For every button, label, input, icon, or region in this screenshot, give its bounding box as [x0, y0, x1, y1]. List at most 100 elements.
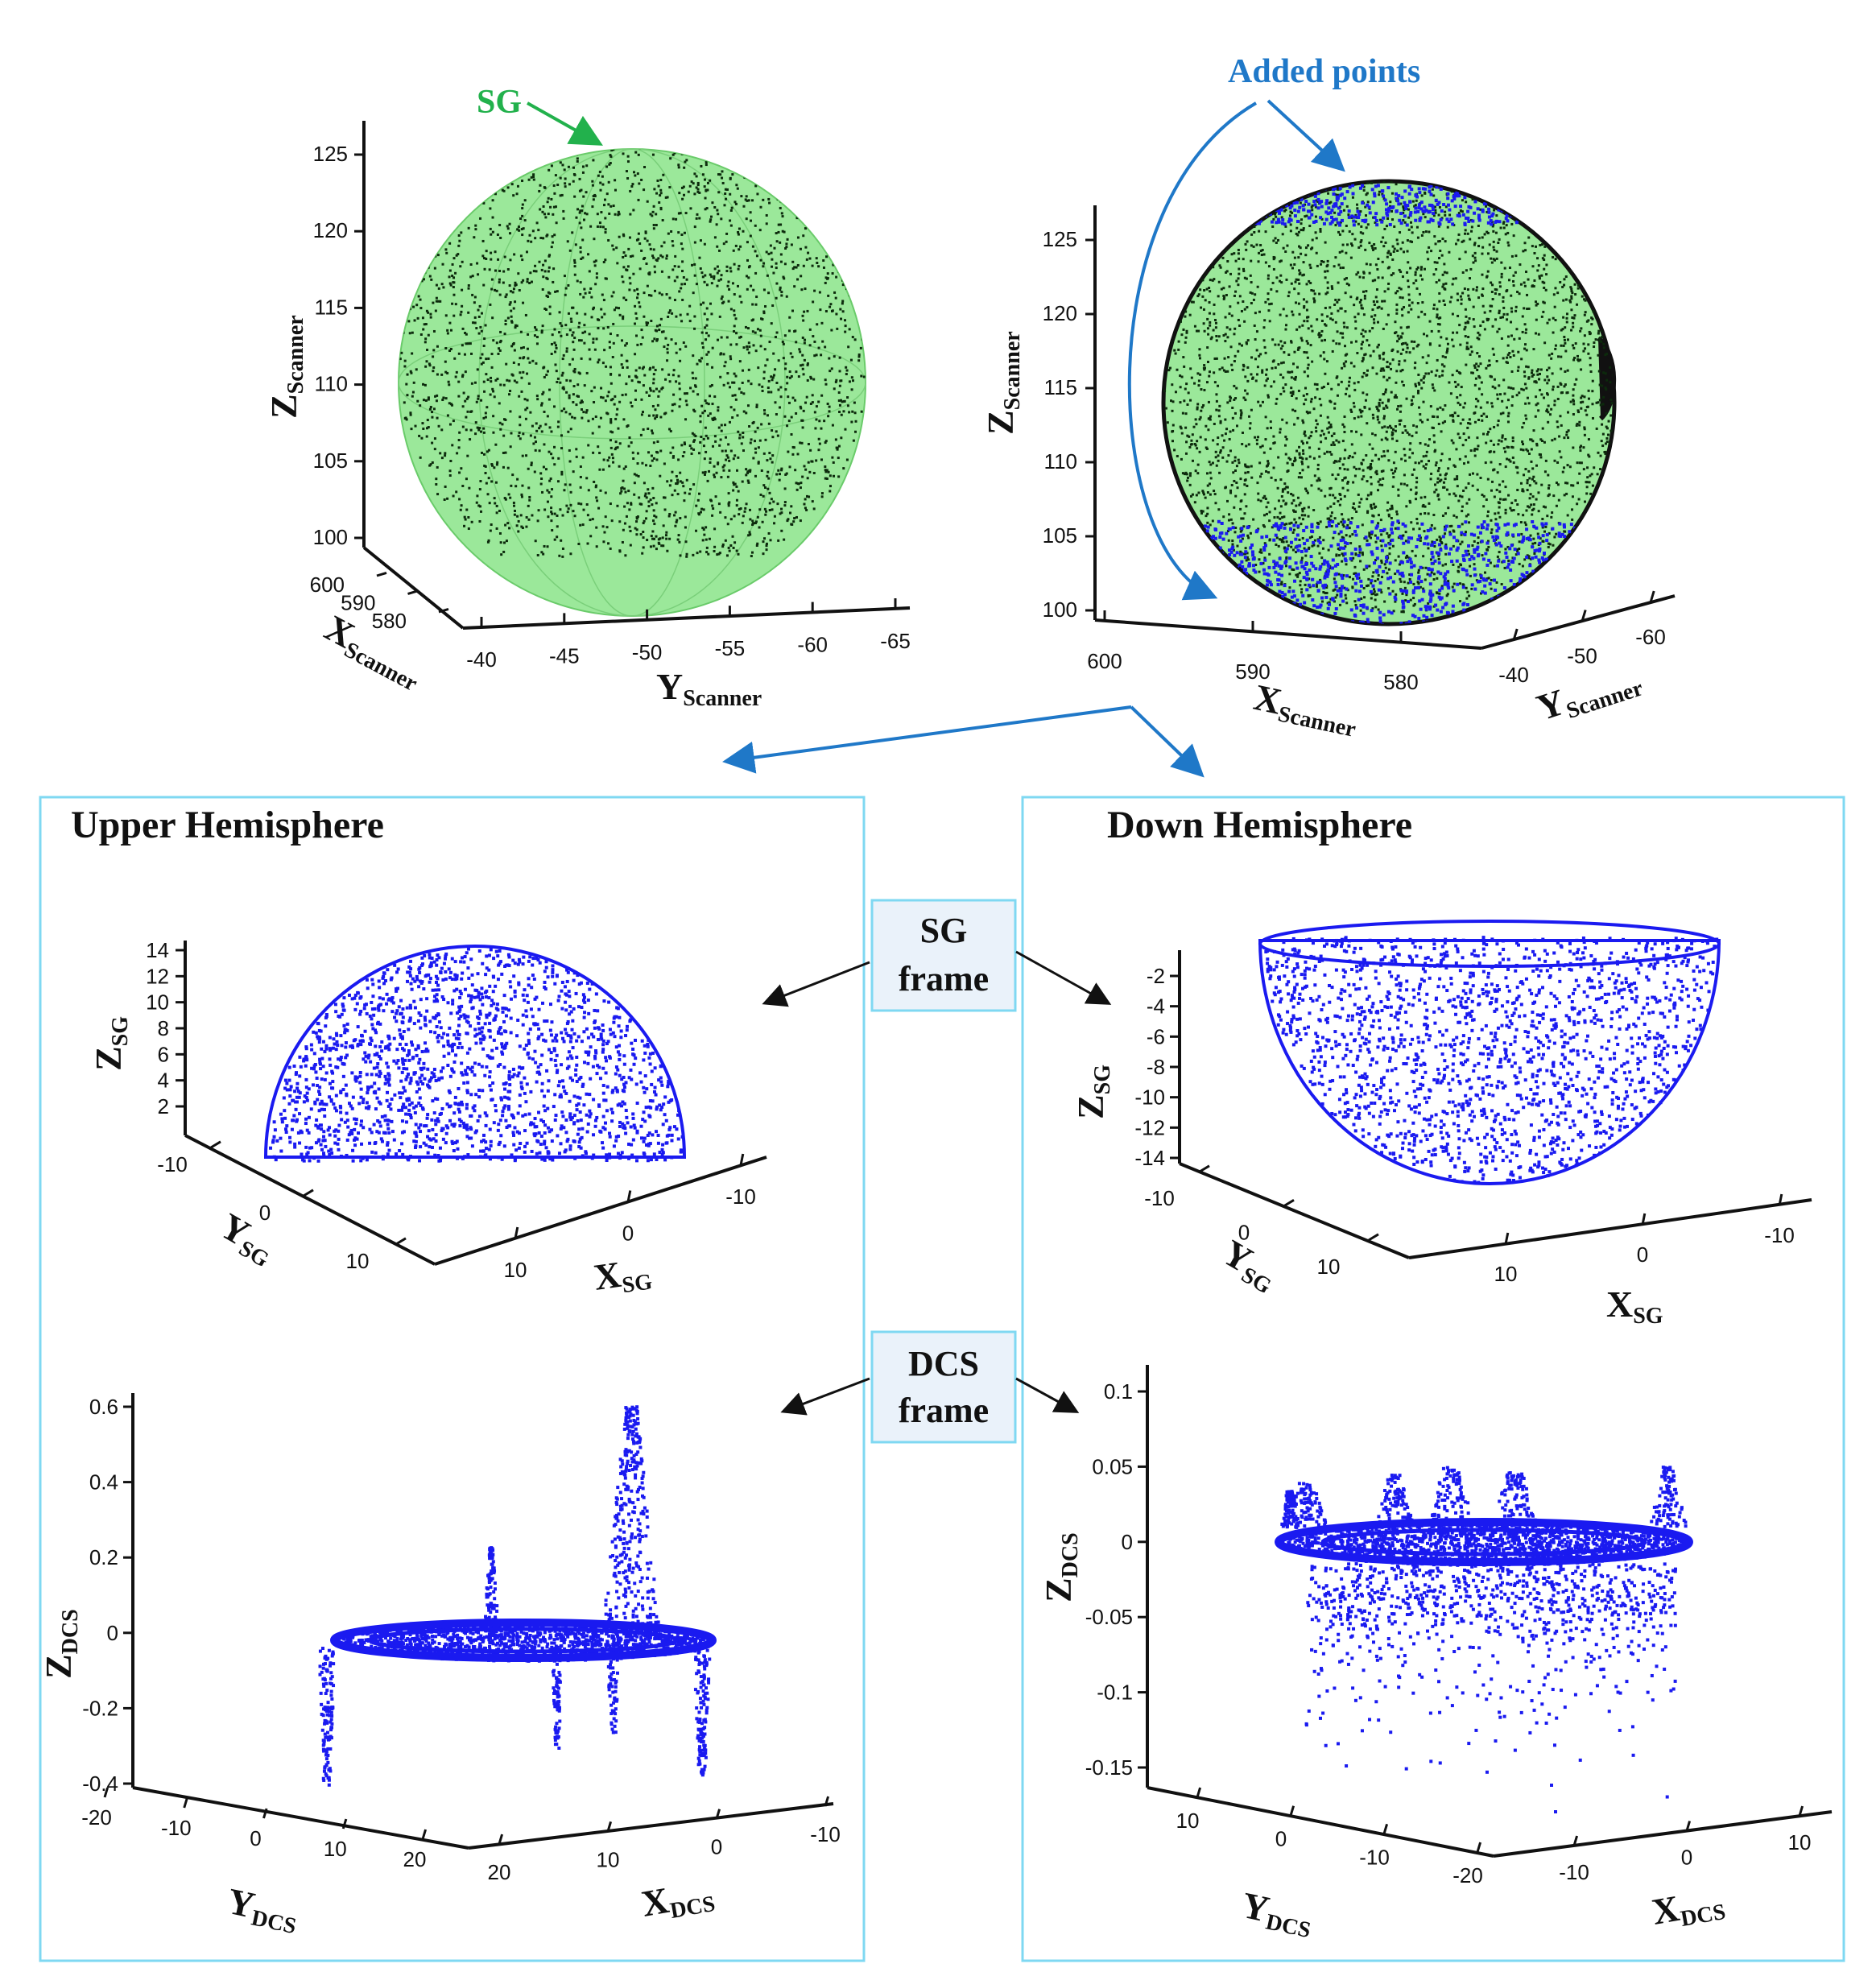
split-arrows [722, 705, 1205, 778]
tick-label: 0 [107, 1621, 118, 1645]
down-dcs-x-label: XDCS [1649, 1879, 1728, 1937]
tick-label: 0 [1637, 1242, 1648, 1267]
tick-label: 100 [1043, 597, 1077, 622]
axis-tick [1504, 1232, 1510, 1245]
added-points-annotation: Added points [1228, 53, 1420, 90]
axis-tick [514, 1226, 519, 1239]
tick-label: 590 [341, 591, 375, 615]
blue-point-cloud [1264, 936, 1719, 1185]
axis-tick [626, 1190, 632, 1202]
tick-label: 4 [158, 1069, 169, 1093]
tick-label: -10 [157, 1152, 188, 1176]
axis-tick [183, 1797, 188, 1809]
axis-tick [1368, 1233, 1379, 1242]
tick-label: -0.4 [82, 1772, 118, 1796]
tick-label: 600 [1087, 649, 1122, 673]
scanner-right-x-ticks: 600 590 580 [1087, 610, 1419, 694]
dcs-disk-ring-inner [1320, 1528, 1647, 1557]
axis-tick [1649, 590, 1655, 603]
tick-label: -10 [810, 1822, 841, 1846]
tick-label: 100 [313, 525, 348, 549]
axis-tick [606, 1821, 613, 1832]
tick-label: 20 [403, 1847, 427, 1871]
upper-sg-x-ticks: 10 0 -10 [504, 1153, 756, 1282]
tick-label: -0.2 [82, 1696, 118, 1720]
scanner-right-y-ticks: -40 -50 -60 [1498, 590, 1666, 687]
tick-label: 125 [1043, 227, 1077, 251]
down-sg-x-label: XSG [1606, 1284, 1663, 1329]
tick-label: -14 [1134, 1146, 1165, 1170]
dcs-disk-ring [330, 1619, 717, 1662]
down-sg-y-ticks: -10 0 10 [1144, 1164, 1379, 1279]
upper-dcs-plot: 0.60.40.20-0.2-0.4 -20 -10 0 10 20 20100-10 … [38, 1393, 841, 1939]
tick-label: 580 [1383, 670, 1418, 694]
tick-label: -10 [1144, 1186, 1175, 1210]
axis-tick [1196, 1787, 1202, 1798]
upper-sg-z-label: ZSG [88, 1016, 133, 1071]
down-dcs-z-ticks: 0.1 0.05 0 -0.05 -0.1 -0.15 [1085, 1379, 1147, 1780]
tick-label: 0 [1681, 1846, 1692, 1870]
tick-label: -6 [1147, 1024, 1165, 1048]
tick-label: -8 [1147, 1055, 1165, 1079]
scanned-point-cloud [399, 149, 866, 558]
tick-label: 0 [259, 1201, 271, 1225]
axis-tick [1778, 1193, 1783, 1206]
upper-sg-axes [184, 941, 767, 1266]
sphere-bulge [1596, 336, 1617, 421]
tick-label: 115 [315, 295, 348, 319]
axis-tick [376, 571, 387, 577]
axis-tick [824, 1796, 830, 1807]
down-dcs-y-ticks: 10 0 -10 -20 [1176, 1787, 1483, 1887]
blue-point-cloud [269, 947, 686, 1163]
tick-label: 0 [622, 1222, 634, 1246]
tick-label: 115 [1044, 375, 1077, 399]
blue-point-cloud [318, 1405, 713, 1787]
down-dcs-y-label: YDCS [1238, 1884, 1317, 1943]
axis-tick [1641, 1213, 1647, 1226]
axis-tick [210, 1140, 221, 1149]
tick-label: -12 [1134, 1115, 1165, 1139]
tick-label: -50 [1567, 644, 1597, 668]
tick-label: 8 [158, 1016, 169, 1040]
axis-tick [498, 1834, 504, 1845]
axis-tick [407, 589, 418, 595]
tick-label: 105 [1043, 523, 1077, 548]
tick-label: 10 [324, 1837, 347, 1861]
tick-label: 125 [313, 142, 348, 166]
upper-hemisphere-title: Upper Hemisphere [71, 804, 384, 846]
upper-dcs-z-ticks: 0.6 0.4 0.2 0 -0.2 -0.4 [82, 1395, 133, 1796]
tick-label: -40 [1498, 663, 1529, 687]
scanner-left-y-label: YScanner [656, 666, 762, 711]
tick-label: 10 [1494, 1262, 1518, 1286]
tick-label: 0.6 [89, 1395, 118, 1419]
upper-dcs-axes [131, 1393, 834, 1850]
axis-tick [1199, 1164, 1210, 1173]
tick-label: -40 [466, 647, 497, 672]
axis-tick [1289, 1805, 1295, 1817]
down-sg-z-ticks: -2 -4 -6 -8 -10 -12 -14 [1134, 964, 1180, 1170]
tick-label: 10 [1317, 1255, 1341, 1279]
axis-tick [1798, 1805, 1804, 1817]
axis-tick [1685, 1821, 1692, 1831]
tick-label: 0.4 [89, 1470, 118, 1495]
down-sg-y-label: YSG [1214, 1231, 1286, 1299]
tick-label: 10 [504, 1258, 527, 1282]
down-dcs-x-ticks: -10 0 10 [1559, 1805, 1811, 1884]
tick-label: 10 [346, 1249, 370, 1273]
tick-label: 110 [315, 372, 348, 396]
tick-label: -10 [725, 1185, 756, 1209]
tick-label: 10 [1176, 1809, 1200, 1833]
scanner-left-y-ticks: -40 -45 -50 -55 -60 -65 [466, 598, 911, 672]
scanner-right-y-label: YScanner [1531, 656, 1646, 732]
scanner-left-axes [362, 121, 911, 630]
tick-label: -60 [1635, 625, 1666, 649]
blue-point-cloud [1280, 1466, 1692, 1813]
tick-label: -10 [1559, 1860, 1589, 1884]
down-bowl-rim [1258, 920, 1721, 968]
tick-label: 6 [158, 1042, 169, 1066]
tick-label: 590 [1235, 659, 1270, 684]
tick-label: 20 [488, 1860, 511, 1884]
